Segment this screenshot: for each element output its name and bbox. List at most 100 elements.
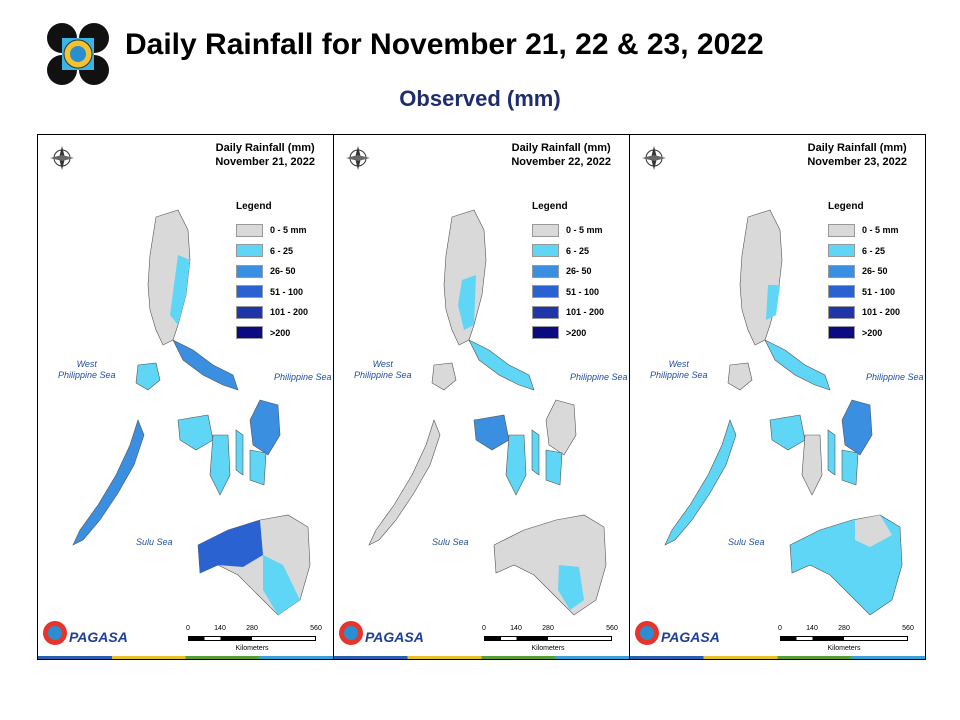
- legend-swatch: [236, 305, 263, 319]
- legend-swatch: [532, 264, 559, 278]
- legend-item: >200: [532, 323, 604, 344]
- legend-item: 26- 50: [532, 261, 604, 282]
- legend-item: 51 - 100: [236, 282, 308, 303]
- legend-swatch: [828, 244, 855, 258]
- west-sea-label: West Philippine Sea: [354, 359, 412, 380]
- pagasa-logo: PAGASA: [41, 611, 128, 651]
- color-strip: [334, 656, 629, 659]
- legend-item: 6 - 25: [828, 241, 900, 262]
- scale-bar: 0 140 280 560 Kilometers: [778, 625, 914, 652]
- scale-bar: 0 140 280 560 Kilometers: [482, 625, 618, 652]
- scale-bar: 0 140 280 560 Kilometers: [186, 625, 322, 652]
- legend-item: 0 - 5 mm: [236, 220, 308, 241]
- samar-region: [249, 399, 281, 456]
- legend-swatch: [236, 223, 263, 237]
- cebu-region: [235, 429, 244, 476]
- leyte-region: [249, 449, 267, 486]
- samar-region: [545, 399, 577, 456]
- negros-region: [801, 434, 823, 496]
- panay-region: [473, 414, 510, 451]
- pagasa-icon: [43, 621, 67, 645]
- mindanao-north-dry: [855, 515, 892, 547]
- compass-icon: [642, 146, 666, 170]
- mindanao-west-rain: [198, 520, 263, 573]
- mindoro-region: [727, 362, 753, 391]
- negros-region: [505, 434, 527, 496]
- luzon-east-rain: [170, 255, 190, 325]
- dost-logo: [46, 22, 110, 86]
- legend-title: Legend: [532, 201, 568, 212]
- luzon-central-rain: [458, 275, 476, 330]
- mindanao-south-rain: [558, 565, 584, 610]
- color-strip: [38, 656, 333, 659]
- legend-item: 6 - 25: [532, 241, 604, 262]
- legend-title: Legend: [236, 201, 272, 212]
- mindanao-region: [493, 514, 607, 616]
- legend-swatch: [532, 244, 559, 258]
- page-title: Daily Rainfall for November 21, 22 & 23,…: [125, 28, 764, 61]
- legend-swatch: [236, 285, 263, 299]
- south-sea-label: Sulu Sea: [432, 537, 469, 547]
- legend-swatch: [236, 244, 263, 258]
- east-sea-label: Philippine Sea: [274, 372, 332, 382]
- legend-swatch: [532, 326, 559, 340]
- luzon-region: [739, 209, 783, 346]
- legend-swatch: [532, 285, 559, 299]
- pagasa-icon: [635, 621, 659, 645]
- east-sea-label: Philippine Sea: [866, 372, 924, 382]
- bicol-region: [468, 339, 535, 391]
- pagasa-logo: PAGASA: [337, 611, 424, 651]
- legend-item: 51 - 100: [828, 282, 900, 303]
- panay-region: [177, 414, 214, 451]
- legend-item: >200: [236, 323, 308, 344]
- legend-swatch: [828, 326, 855, 340]
- panel-title: Daily Rainfall (mm) November 21, 2022: [215, 142, 315, 168]
- philippines-rainfall-map: [50, 146, 311, 616]
- legend-swatch: [828, 285, 855, 299]
- legend: Legend 0 - 5 mm 6 - 25 26- 50 51 - 100 1…: [236, 201, 308, 343]
- legend-item: 51 - 100: [532, 282, 604, 303]
- leyte-region: [545, 449, 563, 486]
- legend-swatch: [828, 305, 855, 319]
- legend: Legend 0 - 5 mm 6 - 25 26- 50 51 - 100 1…: [828, 201, 900, 343]
- cebu-region: [531, 429, 540, 476]
- west-sea-label: West Philippine Sea: [58, 359, 116, 380]
- palawan-region: [664, 419, 737, 546]
- luzon-east-rain: [766, 285, 780, 320]
- mindoro-region: [135, 362, 161, 391]
- compass-icon: [346, 146, 370, 170]
- panel-title: Daily Rainfall (mm) November 23, 2022: [807, 142, 907, 168]
- legend-swatch: [828, 223, 855, 237]
- pagasa-logo: PAGASA: [633, 611, 720, 651]
- west-sea-label: West Philippine Sea: [650, 359, 708, 380]
- south-sea-label: Sulu Sea: [136, 537, 173, 547]
- legend-swatch: [236, 264, 263, 278]
- palawan-region: [368, 419, 441, 546]
- bicol-region: [764, 339, 831, 391]
- palawan-region: [72, 419, 145, 546]
- color-strip: [630, 656, 925, 659]
- legend-item: 101 - 200: [532, 302, 604, 323]
- legend-swatch: [532, 305, 559, 319]
- samar-region: [841, 399, 873, 456]
- page-subtitle: Observed (mm): [399, 86, 561, 111]
- mindoro-region: [431, 362, 457, 391]
- compass-icon: [50, 146, 74, 170]
- map-panel-nov23: Daily Rainfall (mm) November 23, 2022 Le…: [630, 135, 925, 659]
- legend-item: 0 - 5 mm: [828, 220, 900, 241]
- legend-swatch: [828, 264, 855, 278]
- legend: Legend 0 - 5 mm 6 - 25 26- 50 51 - 100 1…: [532, 201, 604, 343]
- panay-region: [769, 414, 806, 451]
- legend-item: 0 - 5 mm: [532, 220, 604, 241]
- legend-item: 101 - 200: [828, 302, 900, 323]
- map-panel-nov22: Daily Rainfall (mm) November 22, 2022 Le…: [334, 135, 630, 659]
- legend-swatch: [236, 326, 263, 340]
- philippines-rainfall-map: [642, 146, 903, 616]
- legend-item: 26- 50: [828, 261, 900, 282]
- pagasa-icon: [339, 621, 363, 645]
- legend-title: Legend: [828, 201, 864, 212]
- legend-item: >200: [828, 323, 900, 344]
- cebu-region: [827, 429, 836, 476]
- philippines-rainfall-map: [346, 146, 607, 616]
- legend-item: 101 - 200: [236, 302, 308, 323]
